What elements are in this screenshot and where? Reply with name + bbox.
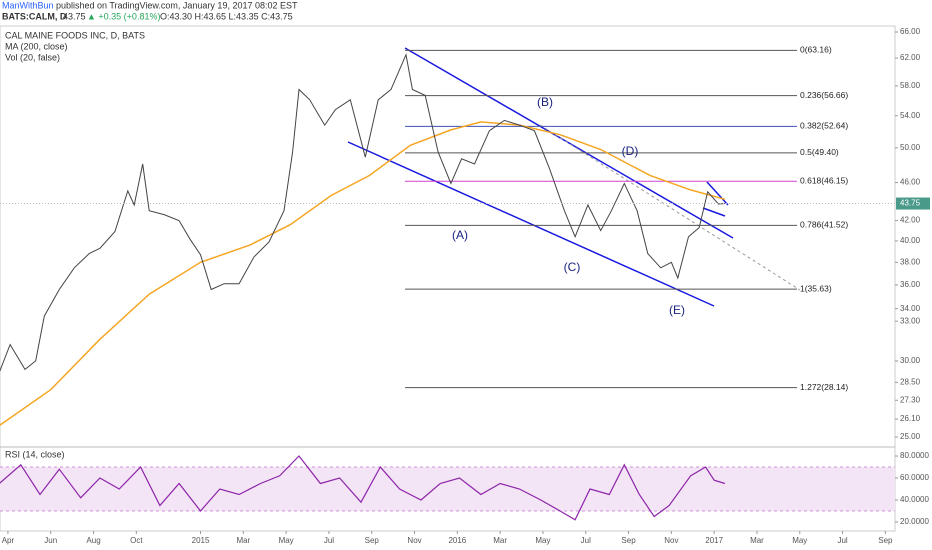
x-tick-label: Mar [493,536,507,545]
y-tick-label: 46.00 [900,178,921,187]
x-tick-label: Jul [581,536,591,545]
rsi-line [0,455,726,521]
x-tick-label: Aug [86,536,100,545]
y-tick-label: 36.00 [900,280,921,289]
fib-label: 1(35.63) [800,283,832,293]
rsi-band [0,467,895,511]
legend-vol: Vol (20, false) [5,52,60,62]
wave-label: (A) [452,228,468,242]
fib-label: 0.236(56.66) [800,90,848,100]
x-tick-label: Nov [664,536,678,545]
author: ManWithBun [2,0,54,10]
last-price-label: 43.75 [900,199,921,208]
fib-label: 0.786(41.52) [800,220,848,230]
legend-ma: MA (200, close) [5,41,68,51]
x-tick-label: Jun [44,536,57,545]
x-tick-label: Mar [750,536,764,545]
y-tick-label: 58.00 [900,81,921,90]
x-tick-label: 2017 [705,536,723,545]
y-tick-label: 34.00 [900,304,921,313]
wave-label: (E) [669,303,685,317]
y-tick-label: 26.10 [900,414,921,423]
wave-label: (B) [537,95,553,109]
y-tick-label: 38.00 [900,257,921,266]
x-tick-label: Jul [324,536,334,545]
legend-name: CAL MAINE FOODS INC, D, BATS [5,30,145,40]
y-tick-label: 60.0000 [900,473,929,482]
last-price-box [896,197,930,210]
y-tick-label: 27.30 [900,395,921,404]
wave-label: (D) [622,144,639,158]
x-tick-label: Sep [621,536,636,545]
x-tick-label: Sep [365,536,380,545]
published: published on TradingView.com, January 19… [56,0,298,10]
x-tick-label: Jul [837,536,847,545]
ma-line [0,121,726,426]
y-tick-label: 25.00 [900,432,921,441]
x-tick-label: May [792,536,807,545]
y-tick-label: 50.00 [900,143,921,152]
fib-label: 0.5(49.40) [800,147,839,157]
ohlc: O:43.30 H:43.65 L:43.35 C:43.75 [160,11,293,21]
y-tick-label: 40.00 [900,236,921,245]
wave-label: (C) [564,260,581,274]
price-line [0,52,725,373]
x-tick-label: Oct [130,536,143,545]
wedge-line [702,207,726,217]
x-tick-label: Sep [878,536,893,545]
y-tick-label: 80.0000 [900,451,929,460]
trend-line [404,47,734,239]
y-tick-label: 40.0000 [900,495,929,504]
x-tick-label: 2015 [192,536,210,545]
fib-label: 0.618(46.15) [800,176,848,186]
y-tick-label: 28.50 [900,377,921,386]
y-tick-label: 66.00 [900,27,921,36]
y-tick-label: 33.00 [900,316,921,325]
y-tick-label: 20.0000 [900,517,929,526]
last: 43.75 [63,11,86,21]
y-tick-label: 30.00 [900,356,921,365]
plot-border [0,25,896,532]
x-tick-label: May [535,536,550,545]
x-tick-label: Mar [236,536,250,545]
symbol: BATS:CALM, D [2,11,67,21]
x-tick-label: Nov [407,536,421,545]
legend-rsi: RSI (14, close) [5,449,65,459]
trend-line [347,141,715,307]
fib-label: 0.382(52.64) [800,121,848,131]
drawings [347,47,801,307]
y-tick-label: 54.00 [900,111,921,120]
change: ▲ +0.35 (+0.81%) [87,11,160,21]
fib-label: 1.272(28.14) [800,382,848,392]
wedge-line [706,181,729,206]
fib-label: 0(63.16) [800,45,832,55]
y-tick-label: 42.00 [900,216,921,225]
x-tick-label: 2016 [448,536,466,545]
x-tick-label: Apr [2,536,15,545]
y-tick-label: 62.00 [900,53,921,62]
x-tick-label: May [279,536,294,545]
